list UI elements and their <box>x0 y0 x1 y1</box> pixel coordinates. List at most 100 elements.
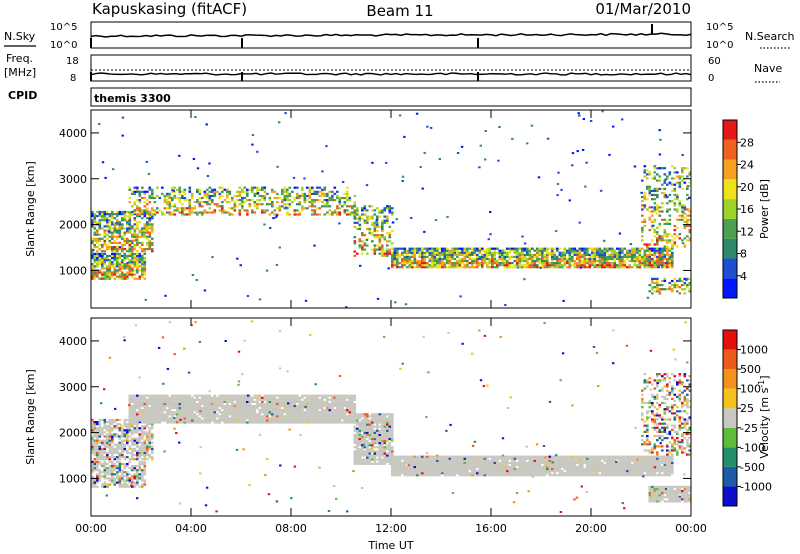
range-gate-cell <box>196 167 200 170</box>
range-gate-cell <box>682 211 685 214</box>
range-gate-cell <box>274 216 278 219</box>
range-gate-cell <box>98 433 102 436</box>
range-gate-cell <box>521 235 524 238</box>
range-gate-cell <box>263 404 267 408</box>
y-tick-label: 3000 <box>59 173 87 186</box>
range-gate-cell <box>173 419 177 422</box>
range-gate-cell <box>173 209 177 212</box>
range-gate-cell <box>138 209 142 212</box>
range-gate-cell <box>663 247 667 250</box>
range-gate-cell <box>523 253 527 256</box>
range-gate-cell <box>116 418 119 422</box>
range-gate-cell <box>411 264 414 267</box>
noise-tick-bottom-right: 10^0 <box>706 40 733 51</box>
range-gate-cell <box>598 264 602 267</box>
range-gate-cell <box>113 465 117 468</box>
range-gate-cell <box>293 411 297 414</box>
range-gate-cell <box>688 173 692 176</box>
range-gate-cell <box>353 240 357 243</box>
range-gate-cell <box>261 411 264 414</box>
range-gate-cell <box>128 248 132 251</box>
range-gate-cell <box>381 448 384 451</box>
range-gate-cell <box>391 423 394 426</box>
range-gate-cell <box>283 415 287 418</box>
range-gate-cell <box>158 398 162 401</box>
range-gate-cell <box>138 485 142 488</box>
range-gate-cell <box>643 251 647 254</box>
range-gate-cell <box>313 398 317 401</box>
range-gate-cell <box>236 205 239 208</box>
range-gate-cell <box>663 167 667 170</box>
range-gate-cell <box>101 246 104 249</box>
range-gate-cell <box>683 237 687 240</box>
range-gate-cell <box>281 411 284 414</box>
range-gate-cell <box>98 233 102 236</box>
range-gate-cell <box>158 404 162 408</box>
range-gate-cell <box>666 175 669 178</box>
range-gate-cell <box>283 394 287 397</box>
range-gate-cell <box>166 207 169 210</box>
range-gate-cell <box>396 470 399 473</box>
range-gate-cell <box>591 264 594 267</box>
range-gate-cell <box>656 266 659 269</box>
range-gate-cell <box>638 257 642 261</box>
range-gate-cell <box>136 263 139 266</box>
range-gate-cell <box>156 411 159 414</box>
range-gate-cell <box>656 247 659 250</box>
range-gate-cell <box>353 402 357 406</box>
range-gate-cell <box>358 223 362 226</box>
range-gate-cell <box>136 235 139 238</box>
range-gate-cell <box>146 439 149 442</box>
range-gate-cell <box>346 402 349 406</box>
range-gate-cell <box>328 413 332 416</box>
range-gate-cell <box>151 421 154 424</box>
range-gate-cell <box>391 211 394 214</box>
range-gate-cell <box>371 232 374 235</box>
range-gate-cell <box>681 218 684 221</box>
range-gate-cell <box>298 421 302 424</box>
range-gate-cell <box>256 413 259 416</box>
range-gate-cell <box>198 192 202 195</box>
range-gate-cell <box>231 419 234 422</box>
range-gate-cell <box>118 477 122 480</box>
range-gate-cell <box>173 407 177 410</box>
range-gate-cell <box>661 255 664 258</box>
range-gate-cell <box>323 411 327 414</box>
range-gate-cell <box>666 210 669 213</box>
range-gate-cell <box>381 227 384 231</box>
range-gate-cell <box>556 262 559 265</box>
range-gate-cell <box>546 253 549 256</box>
range-gate-cell <box>146 223 149 226</box>
range-gate-cell <box>108 439 112 442</box>
range-gate-cell <box>553 266 557 269</box>
range-gate-cell <box>338 213 342 216</box>
range-gate-cell <box>116 467 119 470</box>
range-gate-cell <box>556 247 559 250</box>
range-gate-cell <box>318 415 322 418</box>
range-gate-cell <box>466 247 469 250</box>
range-gate-cell <box>228 411 232 414</box>
range-gate-cell <box>186 396 189 399</box>
range-gate-cell <box>386 448 389 451</box>
range-gate-cell <box>483 255 487 258</box>
range-gate-cell <box>386 429 389 432</box>
range-gate-cell <box>641 208 644 211</box>
range-gate-cell <box>131 250 134 253</box>
range-gate-cell <box>201 419 204 422</box>
range-gate-cell <box>256 199 259 202</box>
range-gate-cell <box>143 227 147 230</box>
range-gate-cell <box>356 458 359 461</box>
range-gate-cell <box>233 394 237 397</box>
range-gate-cell <box>358 215 362 218</box>
range-gate-cell <box>163 201 167 204</box>
range-gate-cell <box>368 448 372 451</box>
range-gate-cell <box>213 413 217 416</box>
range-gate-cell <box>143 454 147 457</box>
range-gate-cell <box>241 207 244 210</box>
range-gate-cell <box>283 199 287 202</box>
range-gate-cell <box>291 201 294 204</box>
range-gate-cell <box>343 413 347 416</box>
range-gate-cell <box>156 413 159 416</box>
range-gate-cell <box>183 207 187 210</box>
range-gate-cell <box>106 429 109 432</box>
